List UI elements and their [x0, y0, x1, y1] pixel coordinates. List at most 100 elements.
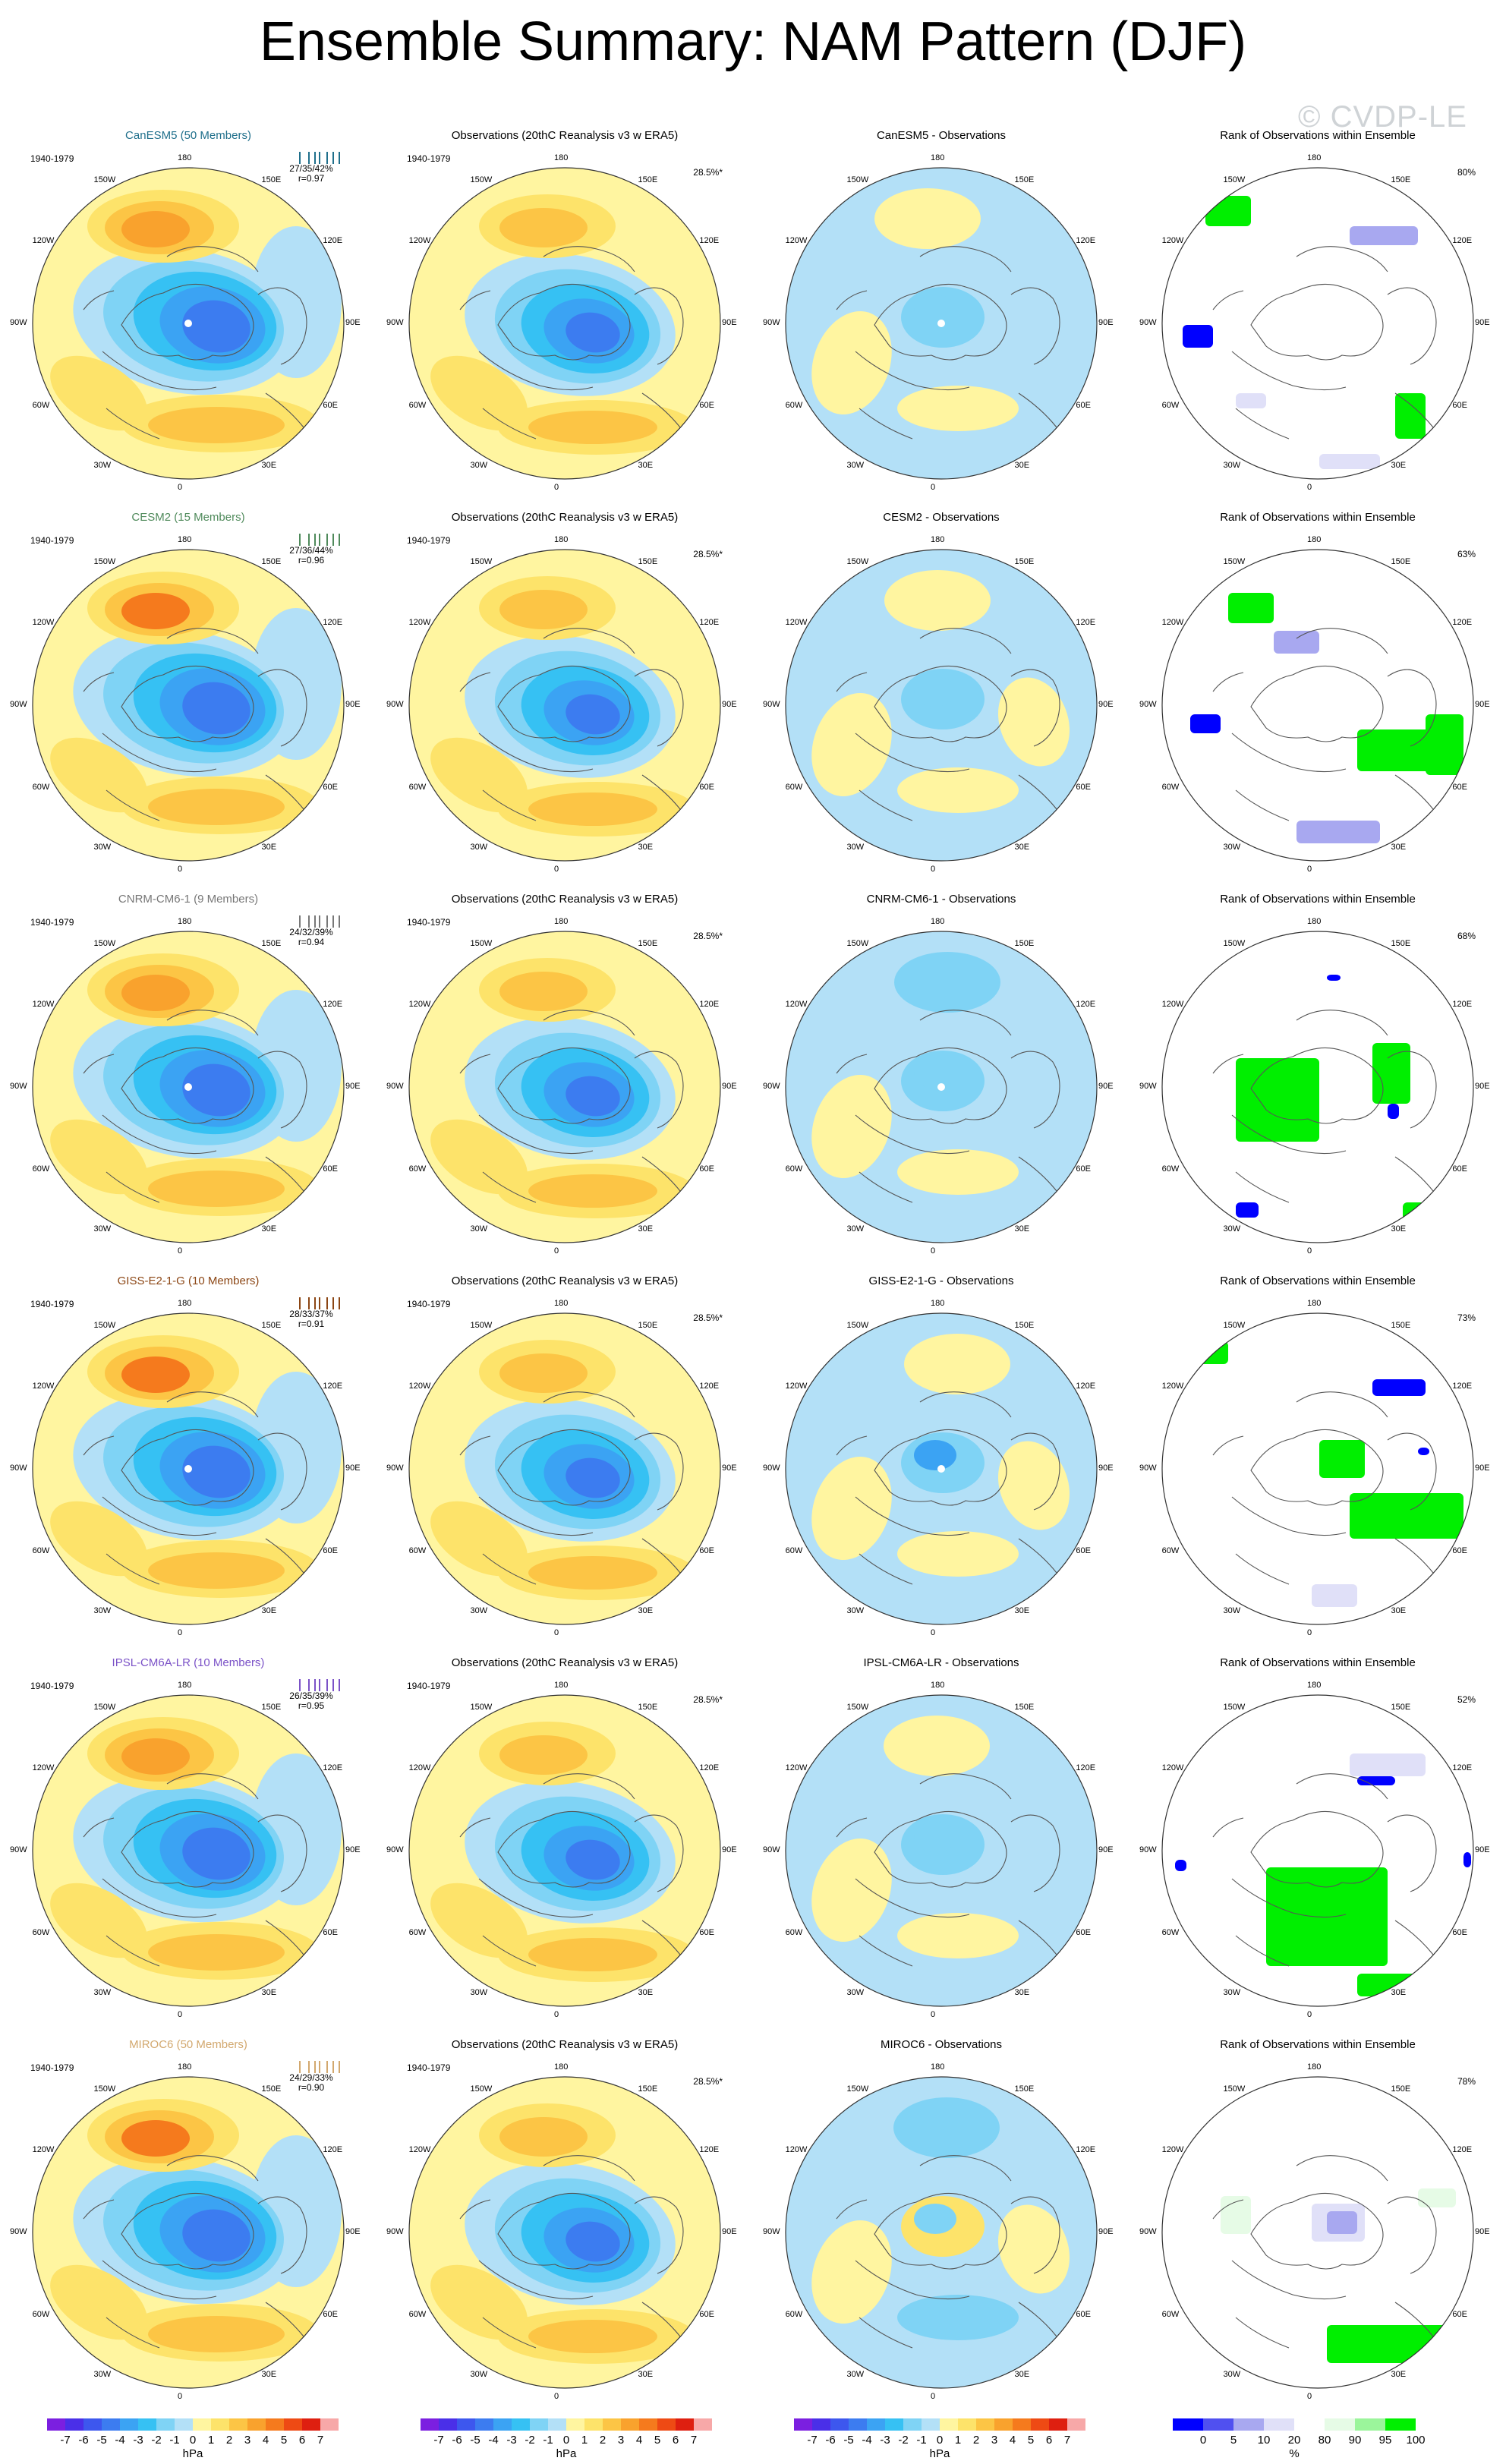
longitude-label: 90W: [10, 2227, 27, 2236]
longitude-label: 150W: [93, 557, 116, 567]
diff-map: [785, 549, 1098, 862]
map-field: [409, 2077, 720, 2388]
longitude-label: 150W: [846, 1703, 869, 1713]
diff-panel: MIROC6 - Observations 180 150E 120E 90E 60E 30…: [753, 2038, 1130, 2418]
coastline: [1394, 392, 1434, 428]
rank-percent: 73%: [1457, 1312, 1476, 1323]
longitude-label: 120E: [323, 235, 343, 245]
panel-title: IPSL-CM6A-LR - Observations: [863, 1656, 1019, 1669]
coastline: [836, 1054, 868, 1074]
longitude-label: 180: [554, 2062, 569, 2072]
longitude-label: 0: [554, 1628, 559, 1637]
longitude-label: 30E: [638, 1224, 654, 1234]
stats-tick: [319, 915, 320, 928]
longitude-label: 90W: [10, 1845, 27, 1854]
longitude-label: 30E: [638, 2369, 654, 2379]
field-contour: [148, 407, 285, 443]
longitude-label: 30E: [261, 1224, 277, 1234]
rank-region: [1372, 1379, 1426, 1396]
longitude-label: 150E: [261, 1703, 282, 1713]
field-contour: [499, 972, 588, 1011]
coastline: [121, 1047, 254, 1124]
longitude-label: 90W: [386, 700, 404, 709]
obs-map: [408, 931, 721, 1243]
stats-tick: [332, 1679, 334, 1691]
coastline: [265, 2302, 304, 2337]
coastline: [1018, 774, 1057, 810]
rank-region: [1236, 1202, 1259, 1218]
longitude-label: 0: [931, 1628, 936, 1637]
longitude-label: 150E: [1014, 1321, 1035, 1331]
obs-percent: 28.5%*: [693, 931, 723, 941]
longitude-label: 150W: [1223, 1321, 1246, 1331]
longitude-label: 60W: [785, 1927, 803, 1937]
stats-percent: 28/33/37%: [289, 1309, 333, 1319]
coastline: [634, 1051, 684, 1129]
longitude-label: 60E: [699, 400, 714, 410]
longitude-label: 150W: [93, 175, 116, 185]
coastline: [859, 408, 913, 440]
colorbar-tick-label: -6: [78, 2434, 89, 2447]
longitude-label: 90W: [1139, 2227, 1157, 2236]
stats-tick: [339, 534, 340, 546]
ensemble-stats: 24/29/33% r=0.90: [266, 2061, 357, 2093]
longitude-label: 120W: [785, 999, 808, 1009]
coastline: [634, 669, 684, 747]
coastline: [1010, 1814, 1060, 1892]
longitude-label: 120E: [1452, 1381, 1473, 1391]
stats-tick: [332, 1297, 334, 1309]
obs-map: [408, 2076, 721, 2389]
stats-correlation: r=0.96: [298, 555, 325, 566]
longitude-label: 30E: [261, 1605, 277, 1615]
colorbar-cell: [247, 2418, 266, 2431]
longitude-label: 150E: [261, 1321, 282, 1331]
coastline: [265, 392, 304, 428]
colorbar-tick-label: 6: [1045, 2434, 1053, 2447]
colorbar-tick-label: 7: [690, 2434, 698, 2447]
coastline: [478, 1496, 594, 1536]
rank-region: [1190, 714, 1221, 733]
longitude-label: 120W: [32, 235, 55, 245]
coastline: [106, 1171, 160, 1203]
field-contour: [897, 1913, 1019, 1958]
coastline: [874, 1810, 1007, 1888]
diff-map: [785, 1694, 1098, 2007]
longitude-label: 60W: [408, 782, 427, 792]
rank-percent: 63%: [1457, 549, 1476, 559]
field-contour: [528, 411, 657, 444]
panel-title: Rank of Observations within Ensemble: [1220, 511, 1416, 524]
ensemble-stats: 26/35/39% r=0.95: [266, 1679, 357, 1711]
coastline: [121, 665, 254, 742]
colorbar-tick-label: 90: [1348, 2434, 1362, 2447]
field-contour: [884, 570, 991, 631]
colorbar-cell: [266, 2418, 284, 2431]
coastline: [102, 733, 217, 773]
diff-panel: GISS-E2-1-G - Observations 180 150E 120E 90E…: [753, 1275, 1130, 1654]
coastline: [874, 283, 1007, 361]
longitude-label: 150W: [470, 175, 493, 185]
longitude-label: 30W: [93, 1987, 112, 1997]
longitude-label: 180: [931, 917, 945, 926]
longitude-label: 150E: [1391, 1321, 1411, 1331]
coastline: [855, 2260, 970, 2300]
stats-tick: [326, 1679, 328, 1691]
colorbar-cell: [47, 2418, 65, 2431]
longitude-label: 60E: [323, 1164, 338, 1174]
coastline: [257, 2196, 307, 2274]
rank-map: [1161, 167, 1474, 480]
coastline: [257, 1814, 307, 1892]
longitude-label: 120W: [1161, 617, 1184, 627]
panel-title: GISS-E2-1-G - Observations: [868, 1275, 1014, 1287]
colorbar-cell: [421, 2418, 439, 2431]
coastline: [859, 1171, 913, 1203]
coastline: [1231, 2260, 1347, 2300]
field-contour: [566, 694, 620, 735]
longitude-label: 60W: [408, 2309, 427, 2319]
map-field: [1162, 931, 1473, 1243]
period-label: 1940-1979: [30, 1299, 74, 1309]
longitude-label: 90E: [1475, 1082, 1490, 1091]
colorbar-cell: [1203, 2418, 1233, 2431]
longitude-label: 60W: [785, 1546, 803, 1555]
longitude-label: 0: [178, 2010, 183, 2019]
longitude-label: 120E: [1452, 235, 1473, 245]
